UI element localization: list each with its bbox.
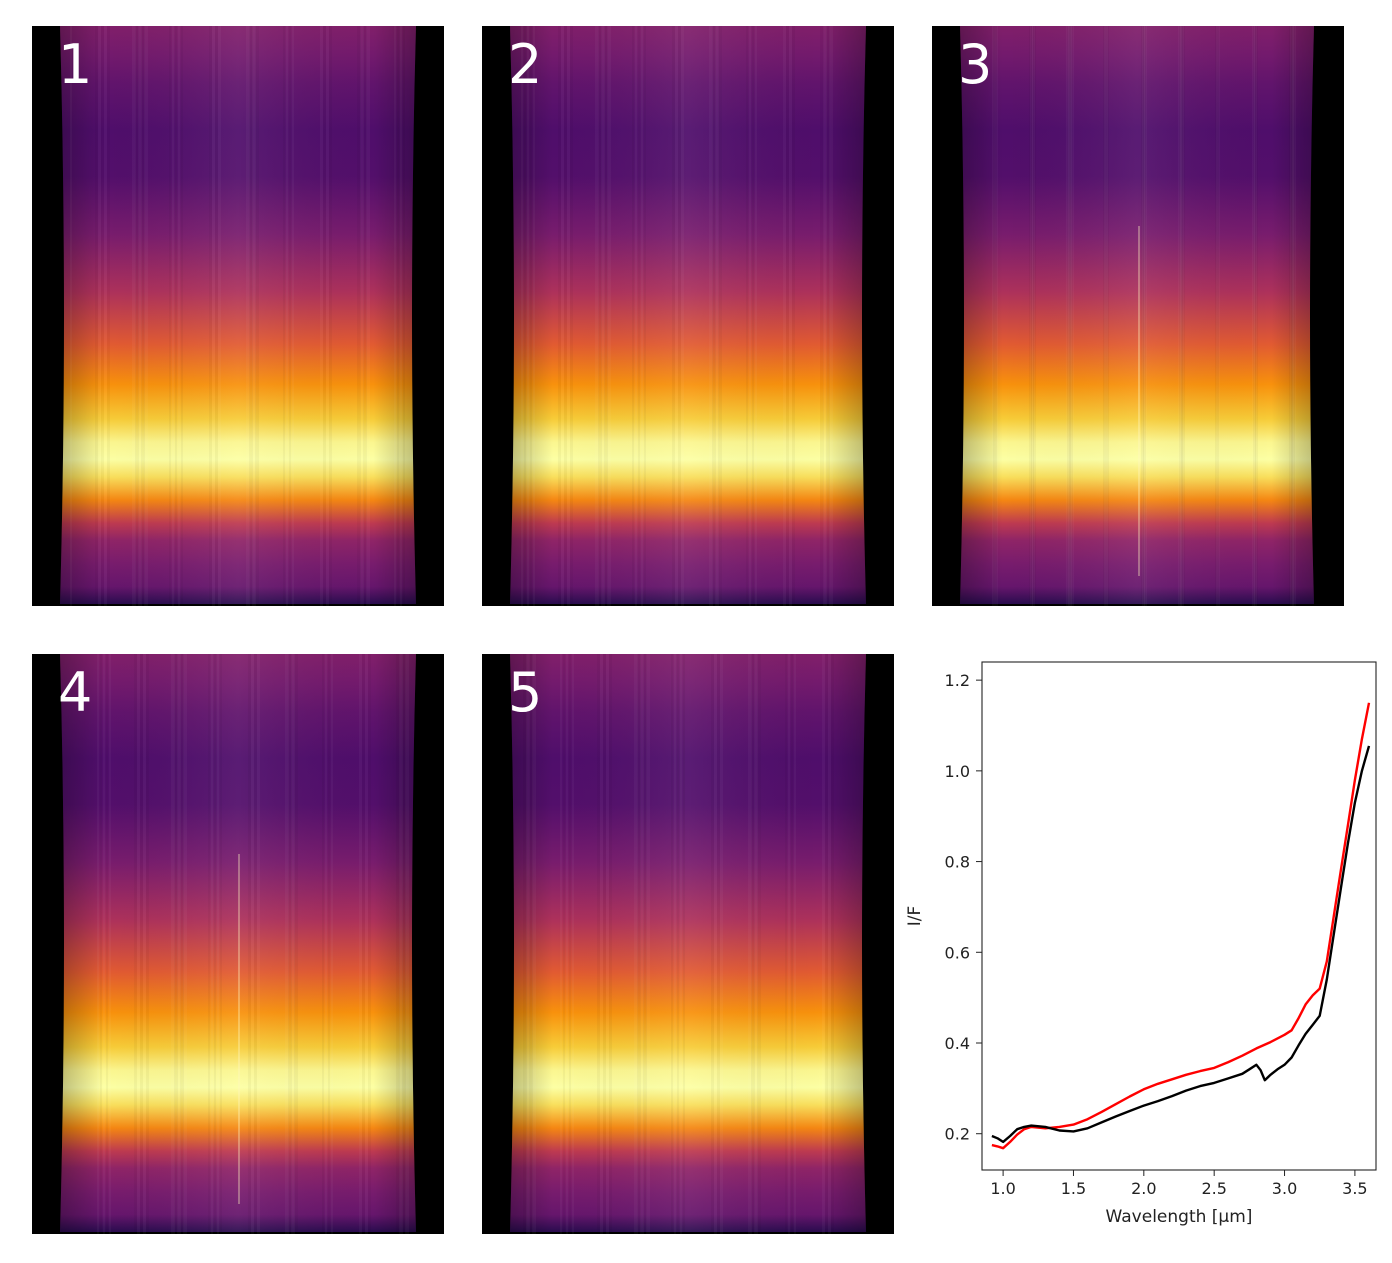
panel-label: 3 [958,33,993,96]
spectral-image-3-svg [960,26,1314,604]
x-tick-label: 2.5 [1201,1179,1226,1198]
panel-label: 4 [58,661,93,724]
x-tick-label: 3.0 [1272,1179,1297,1198]
spectral-image-2-svg [510,26,866,604]
x-tick-label: 1.0 [990,1179,1015,1198]
y-axis-label: I/F [905,906,925,927]
series-line-red [991,702,1371,1150]
spectral-image-4-svg [60,654,416,1232]
plot-frame [981,661,1377,1171]
y-tick-label: 0.2 [945,1125,970,1144]
series-line-black [991,745,1371,1144]
spectral-image-5-svg [510,654,866,1232]
y-tick-label: 0.6 [945,943,970,962]
panel-label: 1 [58,33,93,96]
x-tick-label: 1.5 [1061,1179,1086,1198]
spectral-image-1-svg [60,26,416,604]
panel-label: 2 [508,33,543,96]
spectral-image-2: 2 [482,26,894,606]
x-tick-label: 3.5 [1342,1179,1367,1198]
x-axis-label: Wavelength [μm] [1106,1207,1253,1227]
x-tick-label: 2.0 [1131,1179,1156,1198]
y-tick-label: 0.4 [945,1034,970,1053]
y-tick-label: 1.0 [945,762,970,781]
spectrum-line-chart: 1.0 1.5 2.0 2.5 3.0 3.5 0.2 0.4 0.6 0.8 1.0 1.2 Wave… [900,640,1392,1259]
spectral-image-4: 4 [32,654,444,1234]
chart-svg: 1.0 1.5 2.0 2.5 3.0 3.5 0.2 0.4 0.6 0.8 1.0 1.2 Wave… [905,661,1377,1227]
y-tick-label: 0.8 [945,853,970,872]
y-tick-label: 1.2 [945,671,970,690]
spectral-image-5: 5 [482,654,894,1234]
spectral-image-3: 3 [932,26,1344,606]
panel-label: 5 [508,661,543,724]
spectral-image-1: 1 [32,26,444,606]
